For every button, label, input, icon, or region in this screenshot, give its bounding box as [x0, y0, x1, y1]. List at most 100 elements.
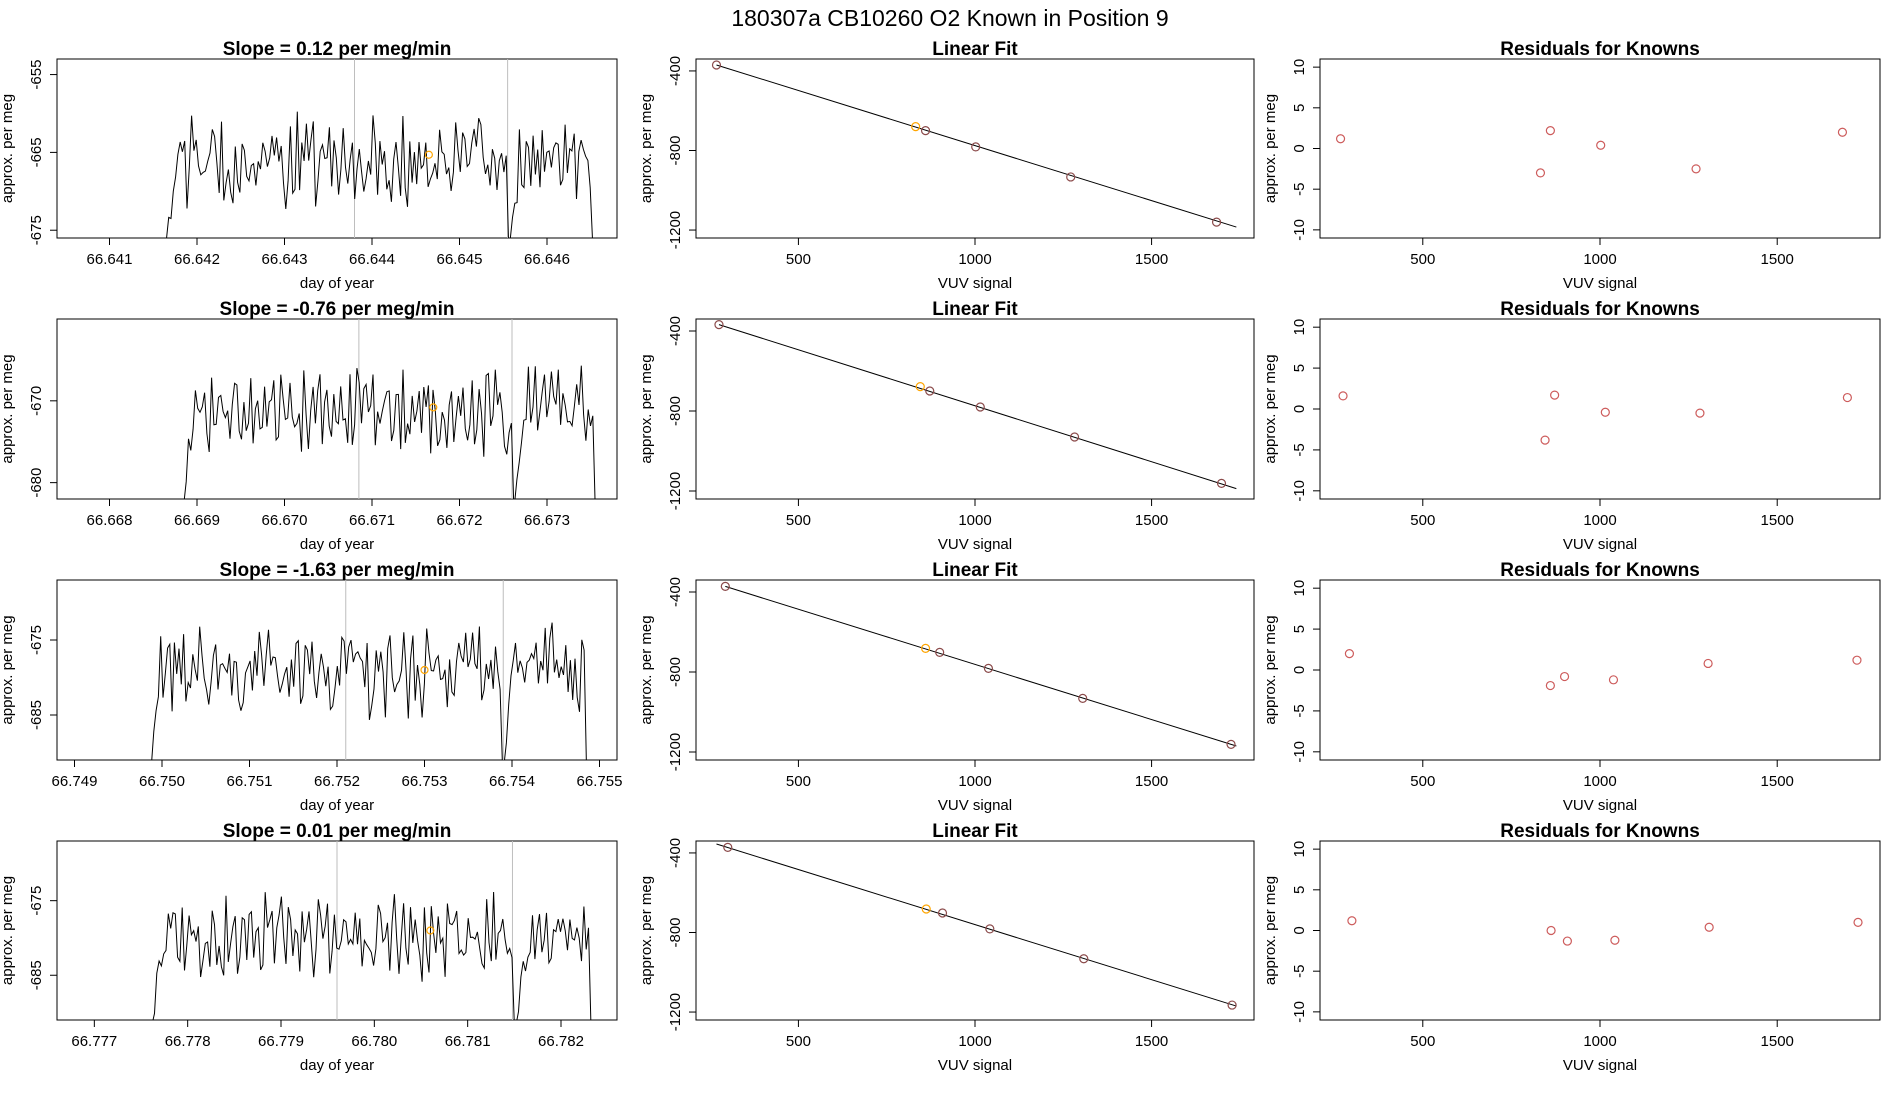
x-tick-label: 1000 [958, 251, 991, 268]
y-tick-label: -800 [667, 135, 684, 165]
trace-segment-2 [509, 124, 593, 238]
x-tick-label: 66.673 [524, 512, 570, 529]
panel-1-3: Residuals for Knowns VUV signal approx. pe… [1262, 39, 1881, 292]
plot-frame [1319, 579, 1881, 761]
y-tick-label: -800 [667, 396, 684, 426]
known-point [920, 126, 931, 136]
residual-point [1546, 925, 1556, 936]
y-tick-label: 0 [1291, 144, 1308, 152]
panel-2-1: Slope = -0.76 per meg/min day of year appr… [0, 299, 618, 553]
x-axis-label: VUV signal [938, 275, 1012, 292]
highlight-point [429, 403, 438, 412]
x-tick-label: 1000 [1583, 251, 1616, 268]
y-axis-label: approx. per meg [638, 615, 655, 724]
x-tick-label: 66.645 [437, 251, 483, 268]
y-tick-label: -400 [667, 316, 684, 346]
x-tick-label: 500 [786, 251, 811, 268]
residual-point [1600, 407, 1610, 417]
x-tick-label: 500 [1410, 773, 1435, 790]
y-axis-label: approx. per meg [638, 354, 655, 463]
y-tick-label: 5 [1291, 104, 1308, 112]
x-tick-label: 66.644 [349, 251, 395, 268]
x-tick-label: 66.668 [87, 512, 133, 529]
y-axis-label: approx. per meg [638, 94, 655, 203]
x-tick-label: 66.754 [489, 773, 535, 790]
panel-3-2: Linear Fit VUV signal approx. per meg 500 10… [638, 560, 1255, 814]
x-tick-label: 66.755 [577, 773, 623, 790]
x-tick-label: 1500 [1761, 512, 1794, 529]
x-tick-label: 66.749 [52, 773, 98, 790]
trace-segment-2 [516, 906, 592, 1020]
panel-1-2: Linear Fit VUV signal approx. per meg 500 10… [638, 39, 1255, 292]
residual-point [1691, 164, 1701, 174]
y-axis-label: approx. per meg [638, 876, 655, 985]
known-point [911, 122, 921, 132]
trace-segment-1 [166, 111, 509, 238]
y-axis-label: approx. per meg [0, 94, 16, 203]
y-tick-label: -675 [28, 886, 45, 916]
known-point [985, 924, 995, 934]
x-tick-label: 500 [1410, 251, 1435, 268]
x-tick-label: 66.753 [402, 773, 448, 790]
highlight-point [426, 926, 435, 935]
panel-2-2: Linear Fit VUV signal approx. per meg 500 10… [638, 299, 1255, 553]
panel-title: Residuals for Knowns [1500, 821, 1700, 842]
panel-title: Linear Fit [932, 299, 1018, 320]
trace-segment-2 [514, 365, 596, 499]
known-point [937, 908, 948, 918]
y-tick-label: -1200 [667, 993, 684, 1031]
x-tick-label: 500 [786, 512, 811, 529]
residual-point [1695, 408, 1705, 418]
x-tick-label: 1500 [1135, 1033, 1168, 1050]
y-tick-label: 0 [1291, 405, 1308, 413]
x-tick-label: 1000 [1583, 773, 1616, 790]
panel-4-1: Slope = 0.01 per meg/min day of year appro… [0, 821, 618, 1074]
residual-point [1338, 391, 1348, 401]
y-tick-label: -10 [1291, 741, 1308, 763]
y-tick-label: -5 [1291, 443, 1308, 456]
y-tick-label: -5 [1291, 183, 1308, 196]
x-tick-label: 500 [786, 773, 811, 790]
x-tick-label: 66.781 [445, 1033, 491, 1050]
panel-title: Linear Fit [932, 821, 1018, 842]
panel-title: Residuals for Knowns [1500, 39, 1700, 60]
plot-frame [695, 58, 1255, 239]
panel-3-3: Residuals for Knowns VUV signal approx. pe… [1262, 560, 1881, 814]
y-tick-label: 10 [1291, 841, 1308, 858]
y-tick-label: -10 [1291, 480, 1308, 502]
panel-title: Slope = -0.76 per meg/min [220, 299, 455, 320]
residual-point [1704, 922, 1714, 932]
x-tick-label: 66.752 [314, 773, 360, 790]
x-tick-label: 1500 [1135, 773, 1168, 790]
y-tick-label: 5 [1291, 364, 1308, 372]
x-tick-label: 500 [786, 1033, 811, 1050]
x-tick-label: 66.672 [437, 512, 483, 529]
y-tick-label: -400 [667, 838, 684, 868]
residual-point [1562, 936, 1572, 946]
y-tick-label: -1200 [667, 733, 684, 771]
panel-title: Slope = -1.63 per meg/min [220, 560, 455, 581]
x-axis-label: day of year [300, 1057, 374, 1074]
x-axis-label: VUV signal [1563, 275, 1637, 292]
fit-line [716, 64, 1237, 228]
y-tick-label: -10 [1291, 219, 1308, 241]
known-point [920, 643, 931, 654]
residual-point [1608, 675, 1619, 685]
residual-point [1559, 671, 1570, 682]
x-axis-label: day of year [300, 797, 374, 814]
trace-segment-2 [504, 622, 587, 760]
x-axis-label: VUV signal [938, 536, 1012, 553]
panel-1-1: Slope = 0.12 per meg/min day of year appro… [0, 39, 618, 292]
x-tick-label: 500 [1410, 1033, 1435, 1050]
x-tick-label: 66.778 [165, 1033, 211, 1050]
fit-line [718, 324, 1237, 490]
x-tick-label: 1000 [958, 1033, 991, 1050]
x-tick-label: 66.671 [349, 512, 395, 529]
residual-point [1550, 390, 1560, 400]
residual-point [1540, 435, 1550, 445]
y-tick-label: -1200 [667, 472, 684, 510]
y-tick-label: -800 [667, 917, 684, 947]
x-axis-label: day of year [300, 275, 374, 292]
y-axis-label: approx. per meg [0, 615, 16, 724]
